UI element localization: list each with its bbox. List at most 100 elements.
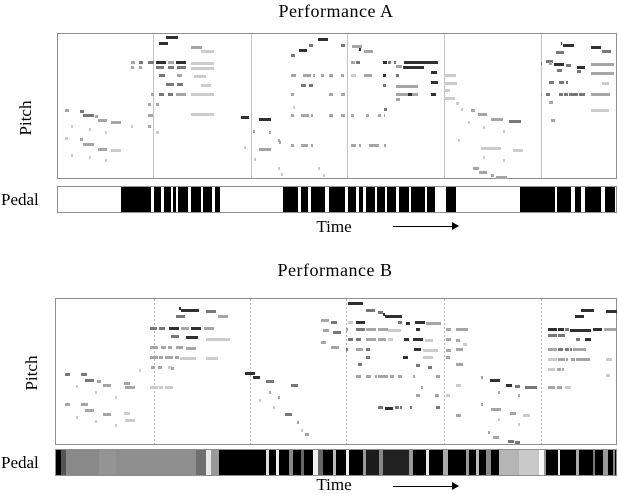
note bbox=[435, 394, 439, 397]
note bbox=[76, 416, 78, 419]
note bbox=[131, 61, 135, 64]
note bbox=[565, 386, 571, 389]
note bbox=[591, 109, 609, 112]
note bbox=[569, 93, 578, 96]
note bbox=[333, 331, 341, 334]
note bbox=[446, 338, 451, 341]
note bbox=[348, 338, 353, 341]
note bbox=[131, 125, 133, 128]
note bbox=[378, 328, 388, 331]
pedal-segment bbox=[313, 450, 318, 475]
note bbox=[456, 339, 460, 342]
note bbox=[388, 61, 391, 64]
note bbox=[548, 368, 555, 371]
note bbox=[366, 114, 369, 117]
pedal-segment bbox=[363, 450, 366, 475]
pedal-segment bbox=[301, 450, 304, 475]
pedal-segment bbox=[383, 450, 409, 475]
note bbox=[561, 42, 562, 45]
note bbox=[166, 36, 178, 39]
note bbox=[444, 82, 457, 85]
note bbox=[498, 391, 500, 394]
pedal-segment bbox=[266, 450, 269, 475]
note bbox=[351, 114, 354, 117]
note bbox=[388, 329, 401, 332]
note bbox=[585, 338, 591, 341]
note bbox=[436, 406, 440, 409]
pedal-segment bbox=[323, 450, 333, 475]
note bbox=[479, 171, 487, 174]
note bbox=[471, 109, 475, 112]
note bbox=[151, 93, 154, 96]
note bbox=[175, 356, 179, 359]
section-gridline bbox=[153, 34, 155, 178]
note bbox=[341, 93, 345, 96]
note bbox=[71, 154, 73, 157]
note bbox=[156, 66, 164, 69]
note bbox=[604, 328, 616, 331]
note bbox=[321, 74, 324, 77]
pedal-segment bbox=[346, 450, 349, 475]
note bbox=[168, 66, 174, 69]
note bbox=[421, 386, 423, 389]
note bbox=[206, 357, 218, 360]
note bbox=[331, 346, 339, 349]
pedal-segment bbox=[173, 187, 176, 212]
note bbox=[65, 403, 70, 406]
note bbox=[299, 49, 307, 52]
piano-roll-a bbox=[57, 33, 617, 179]
pedal-segment bbox=[558, 450, 560, 475]
note bbox=[81, 403, 88, 406]
note bbox=[606, 310, 617, 313]
pedal-segment bbox=[446, 187, 456, 212]
note bbox=[404, 338, 409, 341]
note bbox=[573, 348, 586, 351]
note bbox=[366, 309, 375, 312]
pedal-segment bbox=[366, 187, 375, 212]
pedal-segment bbox=[615, 450, 616, 475]
piano-roll-b bbox=[55, 298, 617, 445]
pedal-segment bbox=[519, 450, 539, 475]
pitch-axis-label-b: Pitch bbox=[22, 355, 41, 391]
note bbox=[356, 61, 360, 64]
note bbox=[566, 81, 568, 84]
note bbox=[364, 50, 373, 53]
note bbox=[509, 120, 521, 123]
pedal-segment bbox=[409, 450, 413, 475]
note bbox=[396, 85, 418, 88]
pedal-segment bbox=[99, 450, 116, 475]
note bbox=[396, 65, 402, 68]
pedal-bar-b bbox=[55, 449, 617, 476]
note bbox=[385, 407, 393, 410]
pedal-segment bbox=[413, 450, 426, 475]
pedal-segment bbox=[486, 450, 491, 475]
note bbox=[331, 321, 337, 324]
note bbox=[378, 406, 383, 409]
pedal-segment bbox=[336, 450, 346, 475]
pedal-segment bbox=[469, 450, 476, 475]
note bbox=[76, 385, 78, 388]
note bbox=[291, 144, 294, 147]
note bbox=[273, 406, 275, 409]
note bbox=[359, 48, 361, 51]
note bbox=[81, 373, 87, 376]
pedal-segment bbox=[359, 187, 363, 212]
note bbox=[396, 74, 399, 77]
note bbox=[103, 413, 111, 416]
note bbox=[384, 144, 386, 147]
section-gridline bbox=[444, 299, 446, 444]
note bbox=[549, 101, 553, 104]
note bbox=[557, 69, 562, 72]
note bbox=[285, 413, 292, 416]
pedal-segment bbox=[61, 450, 66, 475]
note bbox=[559, 81, 564, 84]
pedal-segment bbox=[329, 187, 345, 212]
note bbox=[301, 114, 309, 117]
pedal-segment bbox=[595, 450, 603, 475]
note bbox=[591, 72, 614, 75]
note bbox=[124, 382, 130, 385]
pedal-segment bbox=[491, 450, 499, 475]
note bbox=[558, 328, 564, 331]
note bbox=[253, 376, 260, 379]
note bbox=[369, 144, 379, 147]
